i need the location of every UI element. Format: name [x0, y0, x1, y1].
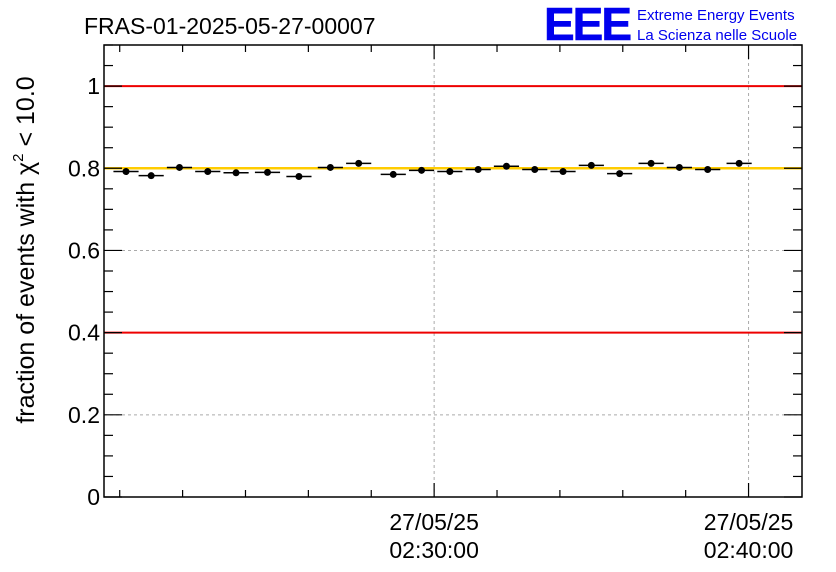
y-axis-label-sup: 2: [10, 153, 27, 161]
data-point: [675, 163, 683, 171]
y-tick-label: 0.6: [68, 237, 100, 263]
data-point: [418, 166, 426, 174]
data-point: [326, 163, 334, 171]
plot-area: 00.20.40.60.8127/05/2502:30:0027/05/2502…: [68, 44, 803, 563]
data-point: [735, 159, 743, 167]
data-point: [204, 168, 212, 176]
data-point: [474, 166, 482, 174]
x-tick-label-date: 27/05/25: [389, 509, 479, 535]
data-point: [232, 169, 240, 177]
data-point: [587, 161, 595, 169]
logo-line1: Extreme Energy Events: [637, 7, 795, 24]
x-tick-label-date: 27/05/25: [704, 509, 794, 535]
eee-logo: EEE Extreme Energy Events La Scienza nel…: [544, 0, 797, 50]
data-point: [559, 168, 567, 176]
plot-frame: [103, 44, 803, 498]
x-tick-label-time: 02:30:00: [389, 537, 479, 563]
y-axis-label-chi: χ: [12, 162, 40, 175]
y-tick-label: 1: [87, 73, 100, 99]
y-tick-label: 0: [87, 484, 100, 510]
data-point: [647, 159, 655, 167]
data-point: [175, 163, 183, 171]
data-point: [355, 159, 363, 167]
data-point: [616, 170, 624, 178]
data-point: [295, 172, 303, 180]
data-point: [147, 172, 155, 180]
y-axis-label-main: fraction of events with: [12, 175, 40, 424]
data-point: [389, 170, 397, 178]
data-point: [704, 166, 712, 174]
logo-letters: EEE: [544, 0, 630, 50]
chart-title: FRAS-01-2025-05-27-00007: [84, 13, 376, 39]
data-point: [531, 166, 539, 174]
y-tick-label: 0.8: [68, 155, 100, 181]
y-axis-label: fraction of events with χ2 < 10.0: [10, 76, 40, 423]
data-point: [263, 168, 271, 176]
logo-line2: La Scienza nelle Scuole: [637, 27, 797, 44]
data-point: [502, 162, 510, 170]
y-axis-label-tail: < 10.0: [12, 76, 40, 153]
x-tick-label-time: 02:40:00: [704, 537, 794, 563]
y-tick-label: 0.2: [68, 402, 100, 428]
data-point: [446, 168, 454, 176]
y-tick-label: 0.4: [68, 320, 100, 346]
data-point: [122, 168, 130, 176]
